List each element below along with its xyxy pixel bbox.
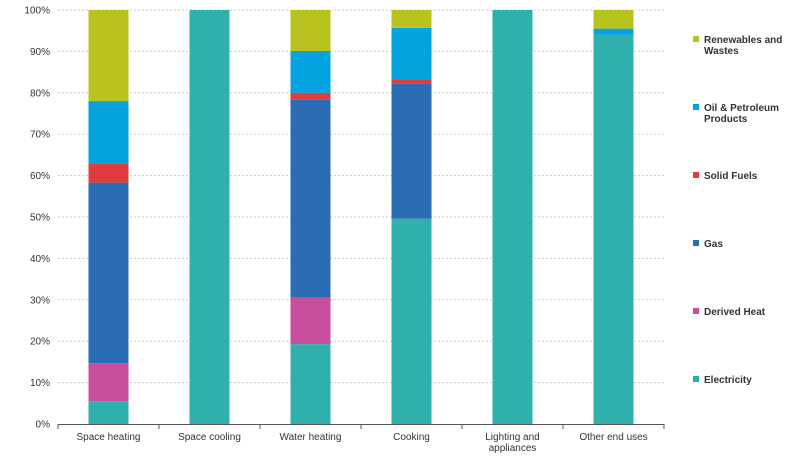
gridlines	[58, 9, 664, 384]
axes: 0% 10% 20% 30% 40% 50% 60% 70% 80% 90% 100% Space h…	[24, 6, 665, 454]
x-category-label: Cooking	[393, 432, 430, 443]
x-category-label: appliances	[489, 443, 537, 454]
bar-segment	[88, 101, 129, 164]
bar-segment	[290, 10, 331, 51]
legend-swatch	[693, 36, 699, 42]
bar-segment	[88, 163, 129, 183]
bar-segment	[290, 50, 331, 93]
legend-label: Solid Fuels	[704, 171, 758, 182]
y-tick-label: 90%	[30, 47, 50, 58]
y-tick-label: 70%	[30, 130, 50, 141]
legend-label: Products	[704, 114, 748, 125]
bar-segment	[290, 99, 331, 298]
bar-segment	[391, 218, 432, 424]
y-tick-label: 60%	[30, 171, 50, 182]
bar-segment	[593, 34, 634, 425]
y-tick-label: 30%	[30, 295, 50, 306]
bar-segment	[391, 83, 432, 219]
bars	[88, 10, 634, 425]
x-category-label: Water heating	[280, 432, 342, 443]
legend-label: Oil & Petroleum	[704, 103, 779, 114]
bar-segment	[88, 363, 129, 402]
legend-label: Gas	[704, 239, 723, 250]
bar-segment	[593, 10, 634, 29]
x-category-label: Other end uses	[579, 432, 647, 443]
bar-segment	[593, 28, 634, 35]
legend-label: Renewables and	[704, 35, 782, 46]
legend-label: Electricity	[704, 375, 752, 386]
y-tick-label: 80%	[30, 88, 50, 99]
bar-segment	[189, 10, 230, 424]
x-category-label: Space heating	[77, 432, 141, 443]
legend-swatch	[693, 240, 699, 246]
bar-segment	[290, 297, 331, 345]
bar-segment	[391, 27, 432, 80]
legend-swatch	[693, 308, 699, 314]
legend-swatch	[693, 172, 699, 178]
y-tick-label: 100%	[24, 6, 50, 17]
x-category-label: Space cooling	[178, 432, 241, 443]
bar-segment	[290, 344, 331, 424]
bar-segment	[391, 79, 432, 84]
bar-segment	[88, 10, 129, 102]
bar-segment	[88, 401, 129, 424]
y-tick-label: 20%	[30, 337, 50, 348]
bar-segment	[391, 10, 432, 28]
bar-segment	[492, 10, 533, 424]
y-tick-label: 40%	[30, 254, 50, 265]
y-tick-label: 0%	[36, 420, 51, 431]
x-category-label: Lighting and	[485, 432, 540, 443]
legend-label: Wastes	[704, 46, 739, 57]
y-tick-label: 50%	[30, 213, 50, 224]
bar-segment	[290, 92, 331, 100]
legend-swatch	[693, 376, 699, 382]
bar-segment	[88, 182, 129, 364]
legend-label: Derived Heat	[704, 307, 766, 318]
y-tick-label: 10%	[30, 378, 50, 389]
legend-swatch	[693, 104, 699, 110]
